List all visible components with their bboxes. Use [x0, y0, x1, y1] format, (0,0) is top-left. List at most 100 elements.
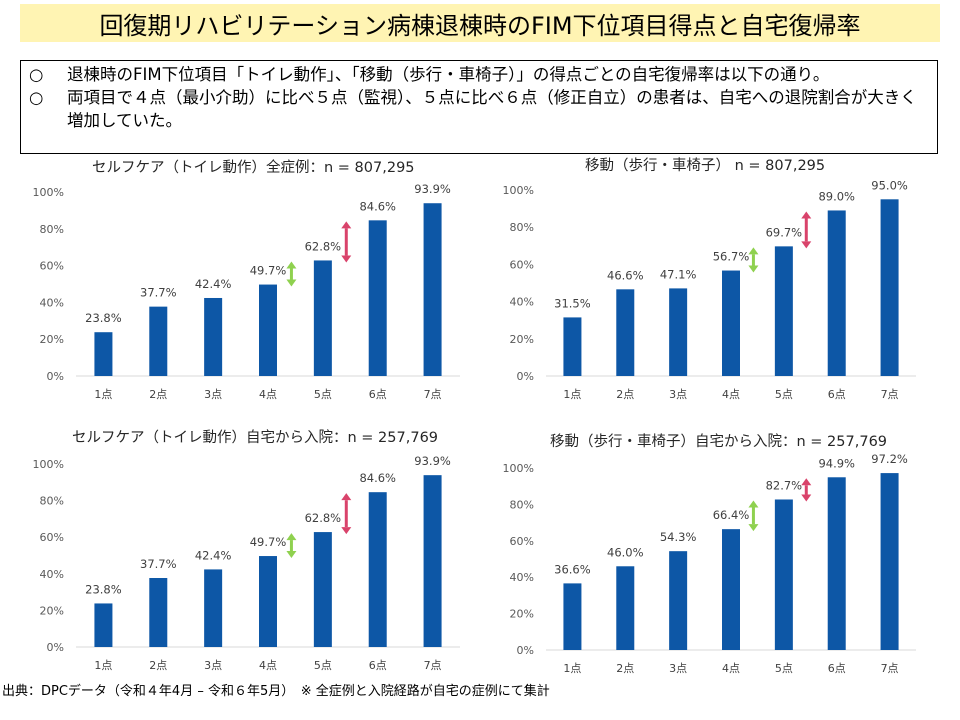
title-bar: 回復期リハビリテーション病棟退棟時のFIM下位項目得点と自宅復帰率	[20, 4, 940, 42]
data-label: 23.8%	[85, 311, 122, 325]
chart-toilet-home: 0% 20% 40% 60% 80% 100% 23.8% 1点 37.7% 2点 42.4% 3点 4…	[33, 454, 460, 672]
y-tick-label: 0%	[47, 370, 64, 383]
summary-item: ○ 両項目で４点（最小介助）に比べ５点（監視）、５点に比べ６点（修正自立）の患者…	[29, 86, 929, 132]
red-arrow-icon	[341, 221, 352, 263]
x-tick-label: 4点	[259, 388, 277, 401]
bar	[313, 260, 332, 376]
x-tick-label: 3点	[669, 388, 687, 401]
summary-item: ○ 退棟時のFIM下位項目「トイレ動作」、「移動（歩行・車椅子）」の得点ごとの自…	[29, 63, 929, 86]
bar	[563, 583, 582, 650]
summary-text: 退棟時のFIM下位項目「トイレ動作」、「移動（歩行・車椅子）」の得点ごとの自宅復…	[67, 65, 830, 84]
data-label: 37.7%	[140, 286, 177, 300]
data-label: 42.4%	[195, 548, 232, 562]
data-label: 36.6%	[554, 562, 591, 576]
x-tick-label: 1点	[94, 388, 112, 401]
x-tick-label: 7点	[424, 388, 442, 401]
data-label: 89.0%	[818, 189, 855, 203]
x-tick-label: 5点	[775, 662, 793, 675]
bullet-icon: ○	[29, 88, 44, 107]
y-tick-label: 40%	[510, 571, 534, 584]
data-label: 46.0%	[607, 545, 644, 559]
y-tick-label: 40%	[40, 296, 64, 309]
x-tick-label: 6点	[828, 388, 846, 401]
x-tick-label: 2点	[616, 662, 634, 675]
data-label: 23.8%	[85, 582, 122, 596]
data-label: 94.9%	[818, 456, 855, 470]
data-label: 84.6%	[359, 471, 396, 485]
summary-box: ○ 退棟時のFIM下位項目「トイレ動作」、「移動（歩行・車椅子）」の得点ごとの自…	[20, 60, 938, 154]
bar	[880, 199, 899, 376]
bar	[149, 578, 168, 647]
bar	[94, 332, 113, 376]
chart-toilet-all: 0% 20% 40% 60% 80% 100% 23.8% 1点 37.7% 2点 42.4% 3点 4…	[33, 182, 460, 401]
red-arrow-icon	[341, 493, 352, 535]
y-tick-label: 40%	[40, 568, 64, 581]
chart-title-mobility-home: 移動（歩行・車椅子）自宅から入院：n = 257,769	[550, 434, 888, 450]
x-tick-label: 4点	[722, 662, 740, 675]
y-tick-label: 0%	[47, 641, 64, 654]
bar	[149, 306, 168, 376]
chart-title-toilet-all: セルフケア（トイレ動作）全症例：n = 807,295	[92, 160, 415, 176]
bar	[827, 477, 846, 650]
red-arrow-icon	[801, 478, 812, 502]
x-tick-label: 2点	[616, 388, 634, 401]
x-tick-label: 7点	[881, 662, 899, 675]
y-tick-label: 80%	[40, 495, 64, 508]
x-tick-label: 2点	[149, 388, 167, 401]
chart-mobility-home: 0% 20% 40% 60% 80% 100% 36.6% 1点 46.0% 2点 54.3% 3点 6…	[503, 452, 916, 675]
data-label: 49.7%	[250, 535, 287, 549]
y-tick-label: 20%	[40, 333, 64, 346]
bar	[259, 556, 277, 647]
data-label: 54.3%	[660, 530, 697, 544]
bar	[204, 297, 223, 376]
bar	[616, 289, 635, 376]
bar	[563, 317, 582, 376]
data-label: 93.9%	[414, 454, 451, 468]
bar	[669, 551, 688, 650]
data-label: 93.9%	[414, 182, 451, 196]
data-label: 31.5%	[554, 296, 591, 310]
x-tick-label: 5点	[314, 659, 332, 672]
x-tick-label: 1点	[563, 388, 581, 401]
data-label: 69.7%	[766, 225, 803, 239]
data-label: 95.0%	[871, 178, 908, 192]
source-note: 出典：DPCデータ（令和４年4月 – 令和６年5月） ※ 全症例と入院経路が自宅…	[2, 684, 550, 699]
green-arrow-icon	[748, 500, 759, 532]
data-label: 47.1%	[660, 267, 697, 281]
x-tick-label: 1点	[563, 662, 581, 675]
y-tick-label: 60%	[510, 535, 534, 548]
bar	[368, 220, 387, 376]
bar	[827, 210, 846, 376]
red-arrow-icon	[801, 211, 812, 249]
y-tick-label: 60%	[40, 531, 64, 544]
bar	[423, 203, 442, 376]
bar	[259, 284, 277, 376]
chart-title-toilet-home: セルフケア（トイレ動作）自宅から入院：n = 257,769	[72, 430, 439, 446]
y-tick-label: 40%	[510, 296, 534, 309]
green-arrow-icon	[748, 247, 759, 273]
bar	[722, 270, 740, 376]
x-tick-label: 7点	[881, 388, 899, 401]
y-tick-label: 0%	[517, 644, 534, 657]
y-tick-label: 100%	[503, 462, 534, 475]
y-tick-label: 60%	[510, 258, 534, 271]
bar	[204, 569, 223, 647]
chart-mobility-all: 0% 20% 40% 60% 80% 100% 31.5% 1点 46.6% 2点 47.1% 3点 5…	[503, 178, 916, 401]
bar	[774, 246, 793, 376]
x-tick-label: 3点	[204, 388, 222, 401]
x-tick-label: 7点	[424, 659, 442, 672]
data-label: 49.7%	[250, 264, 287, 278]
data-label: 56.7%	[713, 250, 750, 264]
y-tick-label: 20%	[40, 604, 64, 617]
x-tick-label: 6点	[828, 662, 846, 675]
bar	[368, 492, 387, 647]
data-label: 62.8%	[305, 239, 342, 253]
x-tick-label: 2点	[149, 659, 167, 672]
green-arrow-icon	[286, 261, 297, 287]
bar	[880, 473, 899, 650]
bar	[774, 499, 793, 650]
x-tick-label: 6点	[369, 388, 387, 401]
y-tick-label: 60%	[40, 260, 64, 273]
data-label: 37.7%	[140, 557, 177, 571]
y-tick-label: 100%	[33, 458, 64, 471]
